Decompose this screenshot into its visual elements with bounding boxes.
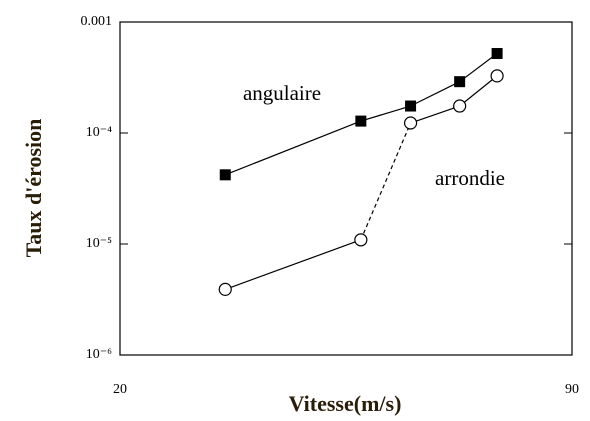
line-segment <box>459 75 498 107</box>
line-segment <box>410 81 460 107</box>
marker <box>403 116 418 130</box>
marker <box>491 48 503 60</box>
series-label: angulaire <box>243 81 321 105</box>
marker <box>355 115 367 127</box>
line-segment <box>225 239 362 290</box>
x-axis-label: Vitesse(m/s) <box>289 391 402 416</box>
marker <box>454 76 466 88</box>
marker <box>490 69 504 83</box>
marker <box>405 100 417 112</box>
marker <box>218 282 232 296</box>
y-tick-label: 10⁻⁶ <box>86 347 112 362</box>
y-tick-label: 10⁻⁵ <box>86 236 112 251</box>
line-segment <box>225 120 362 176</box>
x-tick-label: 20 <box>113 382 127 397</box>
line-segment <box>459 53 498 83</box>
plot-frame <box>119 21 573 356</box>
marker <box>354 233 368 247</box>
marker <box>453 99 467 113</box>
y-tick-label: 10⁻⁴ <box>86 125 112 140</box>
x-tick-label: 90 <box>565 382 579 397</box>
marker <box>219 169 231 181</box>
line-segment <box>410 105 460 124</box>
series-label: arrondie <box>435 166 505 190</box>
line-segment <box>360 122 412 241</box>
y-axis-label: Taux d'érosion <box>21 119 46 258</box>
y-tick-label: 0.001 <box>81 14 113 29</box>
line-segment <box>360 105 411 122</box>
